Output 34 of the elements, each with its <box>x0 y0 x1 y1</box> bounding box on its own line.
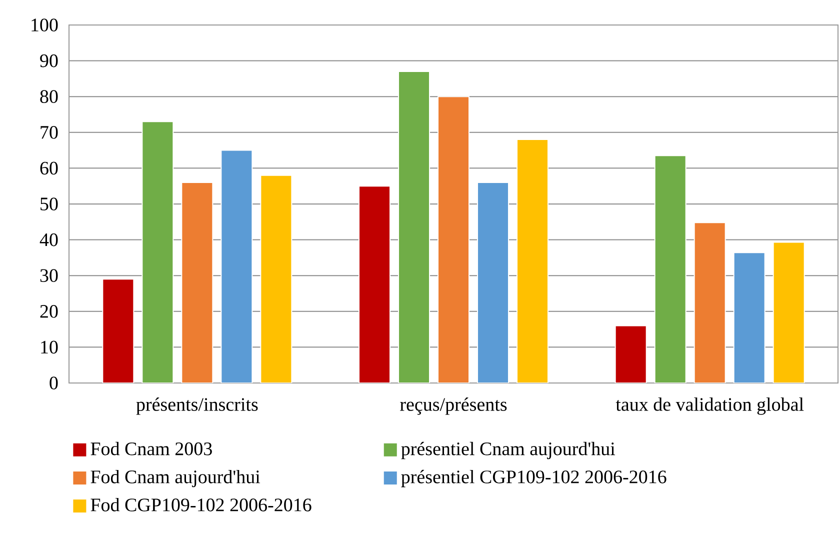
bar <box>438 96 470 383</box>
y-tick-label: 70 <box>40 126 58 139</box>
legend-label: Fod CGP109-102 2006-2016 <box>90 498 312 512</box>
y-tick-label: 0 <box>50 376 58 390</box>
bar <box>260 174 292 383</box>
y-tick-label: 50 <box>40 198 58 210</box>
y-tick-label: 30 <box>40 269 58 282</box>
bar <box>220 150 253 383</box>
bar <box>654 155 686 383</box>
bar <box>614 325 647 383</box>
bar <box>733 252 766 383</box>
y-tick-label: 40 <box>40 233 58 246</box>
x-tick-label: reçus/présents <box>400 398 507 415</box>
legend-label: présentiel Cnam aujourd'hui <box>401 442 616 460</box>
bar <box>358 186 391 383</box>
bar <box>516 139 549 383</box>
x-tick-label: présents/inscrits <box>136 398 258 415</box>
bar <box>398 71 430 383</box>
bar <box>477 182 510 383</box>
bar <box>181 182 214 383</box>
legend-label: Fod Cnam aujourd'hui <box>90 470 260 488</box>
y-tick-label: 90 <box>40 54 58 68</box>
bar <box>102 278 134 383</box>
y-tick-label: 80 <box>40 90 58 103</box>
y-tick-label: 10 <box>41 340 58 354</box>
legend-label: Fod Cnam 2003 <box>90 442 212 456</box>
y-tick-label: 100 <box>32 18 58 32</box>
bar <box>694 222 726 383</box>
y-tick-label: 60 <box>40 162 58 175</box>
bar <box>142 121 174 383</box>
y-tick-label: 20 <box>40 304 58 318</box>
bar <box>772 242 805 383</box>
x-tick-label: taux de validation global <box>616 398 804 415</box>
legend-label: présentiel CGP109-102 2006-2016 <box>401 470 666 488</box>
